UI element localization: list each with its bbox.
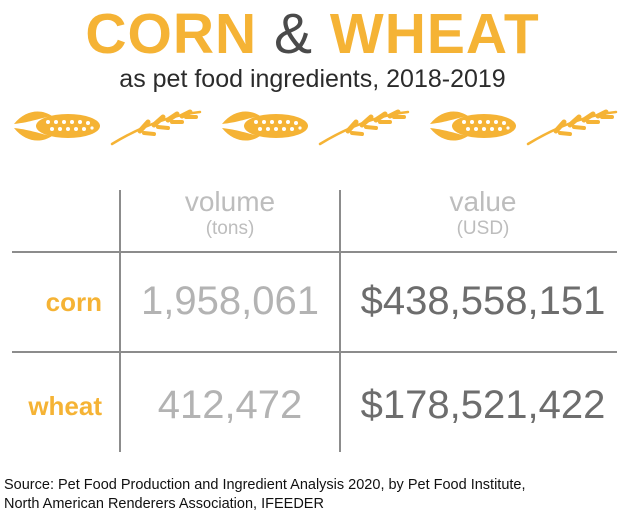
source-note: Source: Pet Food Production and Ingredie… [4, 476, 622, 514]
column-label: value [449, 186, 517, 217]
column-label: volume [184, 186, 276, 217]
column-unit: (tons) [205, 218, 255, 239]
grid-vertical-left [119, 190, 121, 452]
grid-horizontal-top [12, 251, 617, 253]
decorative-icon-strip [14, 104, 625, 148]
row-label-wheat: wheat [28, 391, 102, 421]
corn-icon [430, 111, 516, 141]
title-corn: CORN [85, 2, 258, 66]
source-line-1: Source: Pet Food Production and Ingredie… [4, 477, 526, 493]
corn-value: $438,558,151 [360, 279, 606, 323]
wheat-volume: 412,472 [157, 383, 303, 427]
corn-volume: 1,958,061 [141, 279, 319, 323]
wheat-value: $178,521,422 [360, 383, 606, 427]
wheat-icon [112, 112, 200, 144]
wheat-icon [528, 112, 616, 144]
title-wheat: WHEAT [329, 2, 540, 66]
column-header-value: value (USD) [341, 186, 625, 240]
corn-icon [222, 111, 308, 141]
title-ampersand: & [274, 2, 314, 66]
grid-horizontal-middle [12, 351, 617, 353]
wheat-icon [320, 112, 408, 144]
corn-icon [14, 111, 100, 141]
column-unit: (USD) [456, 218, 510, 239]
source-line-2: North American Renderers Association, IF… [4, 496, 324, 512]
grid-vertical-right [339, 190, 341, 452]
chart-subtitle: as pet food ingredients, 2018-2019 [119, 65, 506, 93]
row-label-corn: corn [45, 287, 102, 317]
chart-title: CORN & WHEAT [0, 2, 625, 66]
column-header-volume: volume (tons) [121, 186, 339, 240]
